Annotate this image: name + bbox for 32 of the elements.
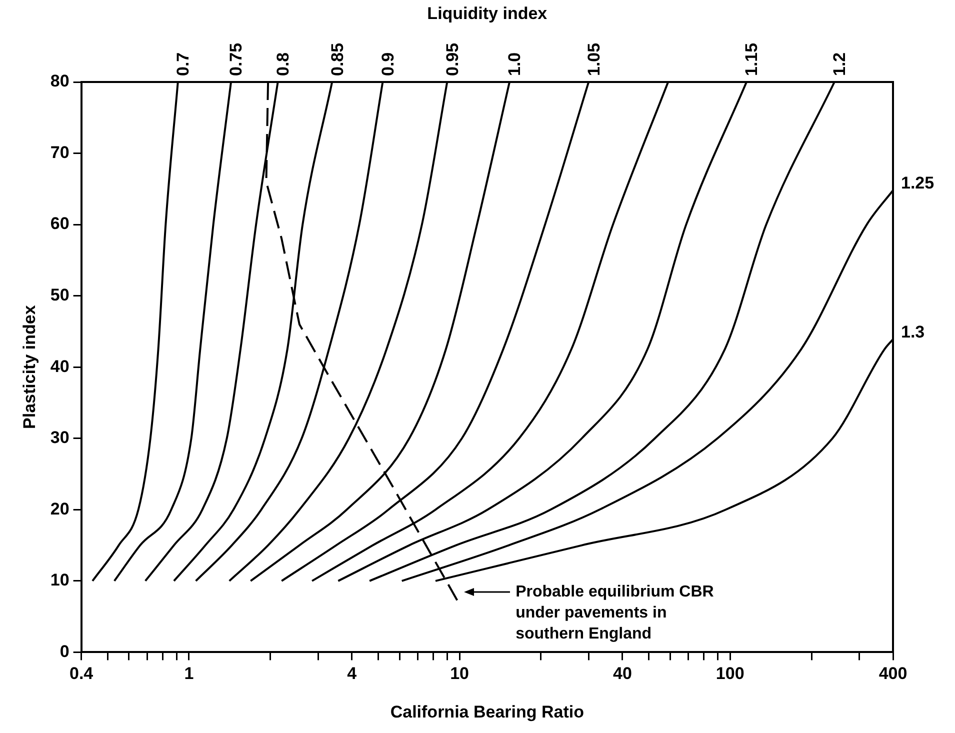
text: 1.0 [505, 52, 524, 76]
text: 1.05 [584, 42, 604, 76]
x-tick-label: 0.4 [69, 664, 94, 684]
text: 0.8 [274, 52, 293, 76]
legend-title: Liquidity index [427, 4, 548, 24]
x-tick-label: 400 [878, 664, 908, 684]
text: 0.95 [442, 42, 462, 76]
x-axis-title: California Bearing Ratio [390, 702, 584, 722]
y-tick-label: 80 [50, 72, 70, 91]
y-tick-label: 70 [50, 142, 70, 162]
y-tick-label: 50 [50, 286, 70, 305]
y-axis-title: Plasticity index [20, 304, 39, 429]
annotation: Probable equilibrium CBR under pavements in southern England [516, 584, 714, 643]
y-tick-label: 60 [50, 214, 70, 234]
text: 1.2 [830, 52, 850, 76]
text: 0.85 [328, 42, 347, 76]
y-tick-label: 30 [50, 428, 70, 448]
y-tick-label: 10 [50, 570, 70, 590]
text: 0.7 [174, 52, 193, 76]
x-tick-label: 4 [347, 664, 358, 684]
y-tick-label: 20 [50, 499, 70, 518]
text: 0.9 [378, 52, 398, 76]
x-tick-label: 10 [450, 664, 469, 684]
x-tick-label: 40 [612, 664, 632, 684]
y-tick-label: 0 [60, 642, 70, 661]
text: 0.75 [226, 42, 246, 76]
text: 1.15 [742, 42, 762, 76]
series-label: 1.3 [901, 322, 925, 342]
series-label: 1.25 [901, 174, 934, 193]
x-tick-label: 100 [716, 664, 744, 684]
y-tick-label: 40 [50, 356, 70, 376]
x-tick-label: 1 [184, 664, 194, 684]
